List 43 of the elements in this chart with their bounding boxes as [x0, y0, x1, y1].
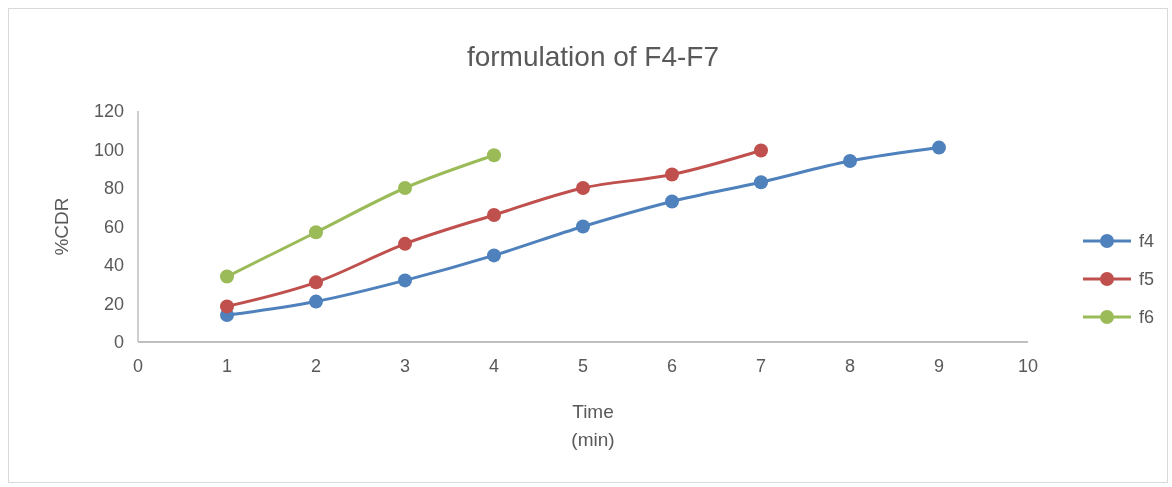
x-tick-label: 3 — [399, 356, 411, 376]
x-tick-label: 1 — [221, 356, 233, 376]
point — [754, 175, 768, 190]
y-tick-label: 60 — [103, 216, 124, 237]
point — [576, 181, 590, 195]
y-tick-label: 0 — [113, 332, 124, 353]
point — [487, 207, 501, 222]
y-tick-label: 40 — [103, 255, 124, 276]
point — [398, 181, 412, 195]
point — [665, 167, 679, 182]
x-tick-label: 7 — [755, 356, 767, 376]
point — [398, 236, 412, 251]
point — [398, 273, 412, 288]
point — [220, 269, 234, 284]
y-tick-label: 100 — [93, 139, 124, 160]
legend-label: f6 — [1139, 307, 1155, 328]
y-tick-label: 20 — [103, 293, 124, 314]
y-tick-label: 120 — [93, 101, 124, 122]
x-tick-label: 10 — [1017, 356, 1039, 376]
x-tick-label: 9 — [933, 356, 945, 376]
point — [309, 275, 323, 290]
point — [309, 225, 323, 240]
point — [843, 154, 857, 169]
y-axis-title: %CDR — [51, 197, 72, 256]
point — [220, 299, 234, 314]
point — [309, 294, 323, 309]
point — [576, 219, 590, 234]
point — [487, 148, 501, 163]
y-tick-label: 80 — [103, 178, 124, 199]
x-axis-title: Time (min) — [571, 401, 615, 450]
legend-label: f5 — [1139, 269, 1155, 290]
point — [665, 194, 679, 209]
point — [487, 248, 501, 263]
x-tick-label: 8 — [844, 356, 856, 376]
legend-label: f4 — [1139, 231, 1155, 252]
chart-title: formulation of F4-F7 — [466, 41, 720, 72]
x-tick-label: 4 — [488, 356, 500, 376]
x-tick-label: 2 — [310, 356, 322, 376]
x-tick-label: 6 — [666, 356, 678, 376]
x-tick-label: 5 — [577, 356, 589, 376]
point — [754, 143, 768, 158]
point — [932, 140, 946, 155]
x-tick-label: 0 — [132, 356, 144, 376]
